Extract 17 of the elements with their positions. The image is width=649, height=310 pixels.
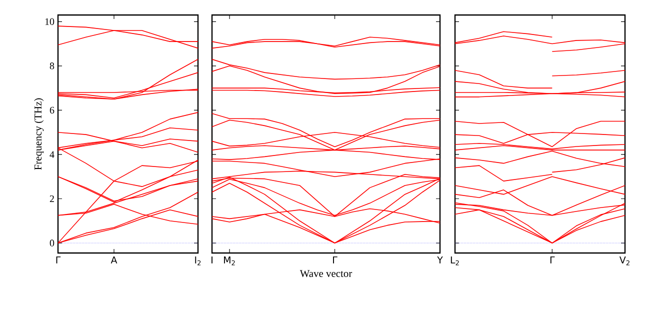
x-tick-label: M$_{2}$ (224, 256, 235, 266)
y-tick-label: 2 (50, 195, 54, 202)
x-tick-label: A (110, 256, 118, 264)
x-tick-label: L$_{2}$ (450, 256, 459, 266)
y-tick-label: 8 (50, 62, 54, 70)
x-tick-label: Γ (550, 256, 555, 264)
y-axis-title: Frequency (THz) (34, 98, 44, 170)
x-axis-title: Wave vector (300, 270, 352, 278)
x-tick-label: Γ (333, 256, 338, 264)
x-tick-label: V$_{2}$ (619, 256, 630, 266)
y-tick-label: 4 (50, 151, 54, 158)
x-tick-label: Y (437, 256, 443, 264)
x-tick-label: Γ (56, 256, 61, 264)
y-tick-label: 6 (50, 106, 54, 114)
y-tick-label: 10 (45, 18, 54, 25)
x-tick-label: I$_{2}$ (195, 256, 201, 266)
y-tick-label: 0 (50, 240, 54, 246)
